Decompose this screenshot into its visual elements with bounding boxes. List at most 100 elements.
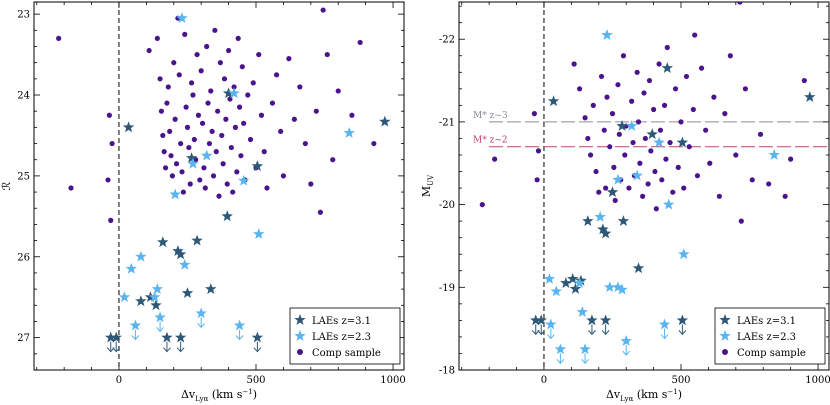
point-comp [320, 7, 326, 13]
point-comp [213, 149, 219, 155]
y-tick-label: 25 [17, 171, 30, 182]
point-comp [642, 135, 648, 142]
limit-star-lae31 [535, 314, 547, 326]
point-comp [587, 152, 594, 158]
right-panel-muv: M* z~3 M* z~2 0 500 1000 -22 -21 -20 -19 -18 MU… [420, 1, 830, 403]
point-comp [241, 120, 247, 126]
star-lae31 [804, 91, 816, 102]
x-tick-label: 500 [246, 375, 265, 386]
point-comp [194, 51, 200, 58]
point-comp [492, 156, 498, 162]
point-comp [180, 189, 186, 195]
star-lae31 [575, 274, 587, 286]
point-comp [622, 152, 628, 158]
point-comp [535, 148, 542, 154]
star-lae31 [632, 262, 645, 274]
point-comp [224, 181, 230, 187]
star-lae23 [576, 306, 589, 317]
point-comp [105, 177, 111, 183]
star-lae23 [176, 12, 188, 24]
point-comp [165, 84, 171, 90]
point-comp [209, 128, 215, 135]
point-comp [278, 128, 284, 135]
point-comp [661, 102, 668, 108]
star-lae31 [617, 215, 630, 226]
point-comp [737, 2, 743, 5]
point-comp [217, 60, 223, 66]
limit-star-lae31 [161, 331, 173, 343]
point-comp [612, 197, 618, 204]
point-comp [593, 168, 599, 175]
point-comp [188, 80, 195, 86]
point-comp [109, 140, 115, 147]
point-comp [219, 132, 225, 139]
star-lae31 [547, 95, 560, 107]
point-comp [238, 153, 244, 159]
star-lae23 [631, 169, 643, 181]
point-comp [609, 111, 616, 117]
point-comp [607, 144, 613, 150]
left-y-axis-label: ℛ [0, 181, 13, 190]
point-comp [531, 111, 537, 117]
point-comp [727, 53, 733, 59]
limit-arrowhead-lae31 [163, 347, 171, 353]
point-comp [239, 64, 245, 70]
star-lae31 [379, 115, 391, 127]
legend-dot-comp-left [297, 349, 303, 355]
limit-arrowhead-lae31 [537, 330, 546, 336]
point-comp [264, 185, 270, 191]
point-comp [225, 47, 232, 54]
point-comp [598, 73, 605, 80]
y-tick-label: 26 [17, 252, 30, 263]
legend-star-lae31-left [294, 314, 306, 325]
limit-star-lae23 [154, 311, 166, 323]
limit-arrowhead-lae23 [556, 358, 565, 365]
point-comp [247, 136, 254, 143]
star-lae23 [135, 250, 147, 262]
left-plot-frame [33, 1, 405, 371]
point-comp [250, 80, 256, 86]
point-comp [681, 185, 687, 191]
point-comp [690, 106, 696, 113]
star-lae23 [237, 174, 250, 186]
point-comp [675, 164, 681, 170]
point-comp [302, 140, 308, 147]
point-comp [672, 86, 679, 92]
point-comp [204, 43, 210, 50]
point-comp [184, 124, 191, 130]
star-lae31 [135, 295, 147, 307]
star-lae23 [200, 149, 213, 161]
y-tick-label: -19 [439, 283, 455, 294]
limit-arrowhead-lae23 [546, 334, 555, 340]
x-tick-label: 1000 [805, 375, 830, 386]
star-lae23 [118, 291, 131, 303]
point-comp [164, 100, 170, 106]
left-legend-box [289, 307, 401, 365]
point-comp [683, 73, 690, 80]
point-comp [711, 94, 717, 100]
star-lae23 [604, 281, 616, 293]
limit-star-lae31 [251, 331, 264, 343]
star-lae23 [125, 262, 137, 274]
limit-star-lae31 [530, 314, 542, 326]
mstar-z2-label: M* z~2 [473, 136, 508, 146]
left-panel-r-magnitude: 0 500 1000 23 24 25 26 27 ℛ ΔvLyα (km s−1) LAEs… [0, 1, 406, 403]
limit-arrowhead-lae31 [176, 347, 185, 353]
right-data-marks [479, 2, 816, 365]
star-lae23 [228, 87, 240, 99]
point-comp [626, 185, 632, 191]
star-lae31 [122, 121, 135, 133]
point-comp [576, 86, 583, 92]
star-lae31 [569, 282, 582, 294]
point-comp [212, 27, 218, 33]
star-lae31 [222, 87, 235, 99]
point-comp [68, 185, 74, 191]
right-y-axis-label: MUV [420, 174, 435, 197]
star-lae31 [181, 287, 194, 299]
star-lae31 [251, 160, 264, 172]
point-comp [801, 77, 807, 84]
left-axis-ticks: 0 500 1000 23 24 25 26 27 [17, 2, 406, 386]
limit-star-lae31 [174, 331, 187, 343]
point-comp [640, 193, 646, 199]
point-comp [215, 108, 221, 114]
